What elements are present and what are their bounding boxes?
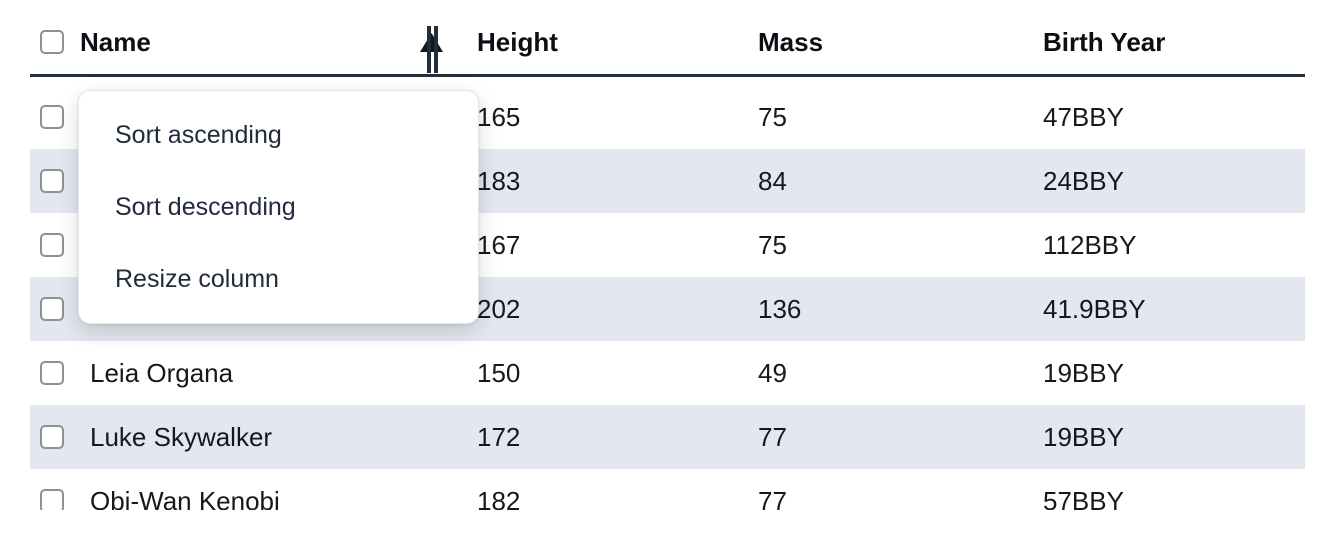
cell-name: Leia Organa [90,357,234,388]
table-row: Obi-Wan Kenobi 182 77 57BBY [30,469,1305,510]
column-header-birth-year[interactable]: Birth Year [1043,26,1166,57]
column-header-height[interactable]: Height [477,26,558,57]
column-header-name-label: Name [80,26,151,57]
cell-mass: 49 [758,357,787,388]
cell-mass: 136 [758,293,802,324]
cell-mass: 75 [758,101,787,132]
cell-mass: 77 [758,485,787,511]
row-checkbox[interactable] [40,489,64,510]
row-checkbox[interactable] [40,105,64,129]
cell-height: 172 [477,421,521,452]
table-row: Luke Skywalker 172 77 19BBY [30,405,1305,469]
row-checkbox[interactable] [40,425,64,449]
table-row: Leia Organa 150 49 19BBY [30,341,1305,405]
cell-birth-year: 24BBY [1043,165,1124,196]
cell-height: 183 [477,165,521,196]
table-header-row: Name Height Mass Birth Year [30,10,1305,77]
cell-name: Obi-Wan Kenobi [90,485,280,511]
cell-mass: 84 [758,165,787,196]
menu-item-sort-descending[interactable]: Sort descending [115,192,296,221]
column-header-name[interactable]: Name [80,10,467,74]
cell-birth-year: 41.9BBY [1043,293,1146,324]
cell-height: 182 [477,485,521,511]
menu-item-sort-ascending[interactable]: Sort ascending [115,120,282,149]
cell-height: 202 [477,293,521,324]
cell-height: 150 [477,357,521,388]
select-all-cell [30,30,80,54]
row-checkbox[interactable] [40,361,64,385]
column-actions-menu: Sort ascending Sort descending Resize co… [78,90,479,324]
cell-birth-year: 57BBY [1043,485,1124,511]
cell-birth-year: 47BBY [1043,101,1124,132]
column-header-mass[interactable]: Mass [758,26,824,57]
row-checkbox[interactable] [40,169,64,193]
resize-bar-right [434,26,438,73]
cell-birth-year: 19BBY [1043,357,1124,388]
cell-name: Luke Skywalker [90,421,273,452]
column-resize-handle-icon[interactable] [427,26,438,73]
cell-birth-year: 19BBY [1043,421,1124,452]
cell-height: 165 [477,101,521,132]
row-checkbox[interactable] [40,233,64,257]
resize-bar-left [427,26,431,73]
data-table: Name Height Mass Birth Year 165 75 47BBY [30,10,1305,510]
cell-birth-year: 112BBY [1043,229,1137,260]
cell-mass: 75 [758,229,787,260]
row-checkbox[interactable] [40,297,64,321]
cell-mass: 77 [758,421,787,452]
select-all-checkbox[interactable] [40,30,64,54]
cell-height: 167 [477,229,521,260]
menu-item-resize-column[interactable]: Resize column [115,264,279,293]
